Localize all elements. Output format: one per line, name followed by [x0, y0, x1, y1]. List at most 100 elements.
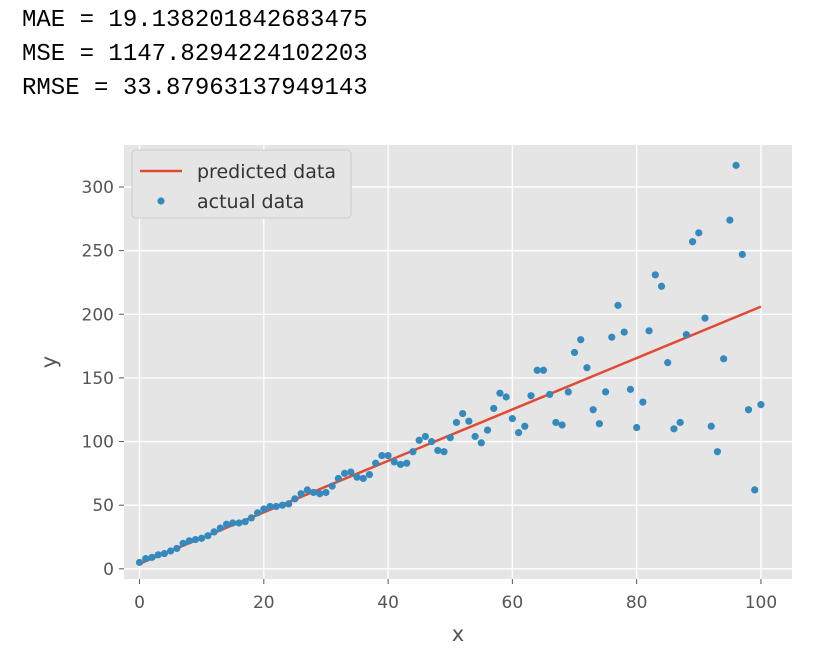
actual-data-point: [633, 423, 641, 432]
actual-data-point: [645, 327, 653, 335]
actual-data-point: [757, 401, 765, 409]
legend-entry-actual: actual data: [197, 191, 304, 213]
actual-data-point: [732, 161, 740, 169]
actual-data-point: [452, 418, 461, 427]
y-tick-label: 200: [82, 305, 114, 325]
actual-data-point: [502, 393, 510, 401]
actual-data-point: [303, 486, 311, 494]
actual-data-point: [440, 448, 448, 456]
actual-data-point: [726, 216, 734, 224]
actual-data-point: [626, 385, 635, 393]
actual-data-point: [198, 534, 206, 542]
y-tick-label: 100: [82, 433, 114, 453]
actual-data-point: [639, 398, 647, 406]
actual-data-point: [254, 509, 262, 517]
x-tick-label: 40: [377, 593, 399, 613]
actual-data-point: [222, 520, 231, 528]
actual-data-point: [751, 486, 759, 494]
actual-data-point: [558, 421, 566, 429]
actual-data-point: [695, 229, 703, 237]
actual-data-point: [434, 446, 442, 455]
data-marks: [135, 161, 765, 567]
actual-data-point: [260, 505, 268, 513]
actual-data-point: [664, 359, 672, 367]
actual-data-point: [167, 547, 175, 555]
actual-data-point: [490, 404, 498, 413]
legend-dot-swatch: [157, 197, 165, 205]
actual-data-point: [210, 528, 218, 536]
y-tick-label: 150: [82, 369, 114, 389]
actual-data-point: [340, 469, 349, 477]
actual-data-point: [521, 422, 529, 430]
legend-box: [131, 149, 352, 219]
actual-data-point: [334, 474, 342, 483]
actual-data-point: [272, 502, 280, 511]
x-tick-label: 80: [626, 593, 648, 613]
actual-data-point: [688, 238, 697, 246]
actual-data-point: [384, 451, 392, 460]
actual-data-point: [229, 519, 237, 527]
actual-data-point: [508, 415, 516, 423]
actual-data-point: [148, 553, 156, 561]
y-tick-label: 0: [103, 560, 114, 580]
actual-data-point: [160, 549, 168, 558]
actual-data-point: [446, 434, 454, 442]
actual-data-point: [278, 501, 287, 509]
actual-data-point: [235, 519, 243, 527]
rmse-line: RMSE = 33.87963137949143: [22, 75, 368, 102]
actual-data-point: [347, 468, 355, 476]
actual-data-point: [577, 336, 585, 344]
actual-data-point: [514, 429, 523, 437]
actual-data-point: [707, 422, 715, 430]
y-tick-label: 50: [92, 496, 114, 516]
actual-data-point: [415, 436, 423, 444]
actual-data-point: [720, 355, 728, 363]
actual-data-point: [266, 502, 274, 511]
actual-data-point: [409, 448, 417, 456]
x-axis-label: x: [452, 622, 464, 646]
actual-data-point: [471, 432, 479, 441]
actual-data-point: [328, 482, 336, 490]
actual-data-point: [738, 250, 746, 259]
actual-data-point: [396, 460, 405, 469]
actual-data-point: [216, 524, 224, 532]
actual-data-point: [608, 333, 616, 341]
actual-data-point: [595, 420, 603, 428]
stdout-metrics: MAE = 19.138201842683475 MSE = 1147.8294…: [22, 4, 368, 106]
legend: predicted data actual data: [131, 149, 352, 219]
actual-data-point: [403, 459, 411, 467]
actual-data-point: [496, 389, 504, 397]
x-tick-label: 20: [253, 593, 275, 613]
actual-data-point: [135, 558, 144, 567]
actual-data-point: [676, 418, 684, 427]
actual-data-point: [459, 409, 467, 418]
actual-data-point: [154, 551, 162, 559]
actual-data-point: [657, 282, 666, 290]
actual-data-point: [546, 390, 554, 399]
actual-data-point: [701, 314, 709, 322]
actual-data-point: [179, 539, 187, 547]
actual-data-point: [601, 388, 610, 396]
actual-data-point: [365, 471, 374, 479]
actual-data-point: [620, 328, 628, 336]
y-tick-label: 300: [82, 178, 114, 198]
actual-data-point: [682, 331, 690, 339]
mse-line: MSE = 1147.8294224102203: [22, 41, 368, 68]
actual-data-point: [285, 500, 293, 508]
actual-data-point: [173, 544, 181, 553]
actual-data-point: [533, 366, 541, 374]
actual-data-point: [297, 490, 305, 498]
actual-data-point: [378, 451, 386, 460]
actual-data-point: [247, 514, 255, 522]
actual-data-point: [670, 425, 678, 433]
actual-data-point: [744, 406, 753, 414]
actual-data-point: [204, 532, 212, 540]
actual-data-point: [241, 518, 249, 526]
y-tick-label: 250: [82, 242, 114, 262]
actual-data-point: [614, 301, 622, 309]
actual-data-point: [539, 366, 548, 374]
x-tick-label: 60: [502, 593, 524, 613]
y-axis-label: y: [37, 356, 61, 368]
actual-data-point: [465, 417, 473, 425]
actual-data-point: [483, 426, 492, 434]
